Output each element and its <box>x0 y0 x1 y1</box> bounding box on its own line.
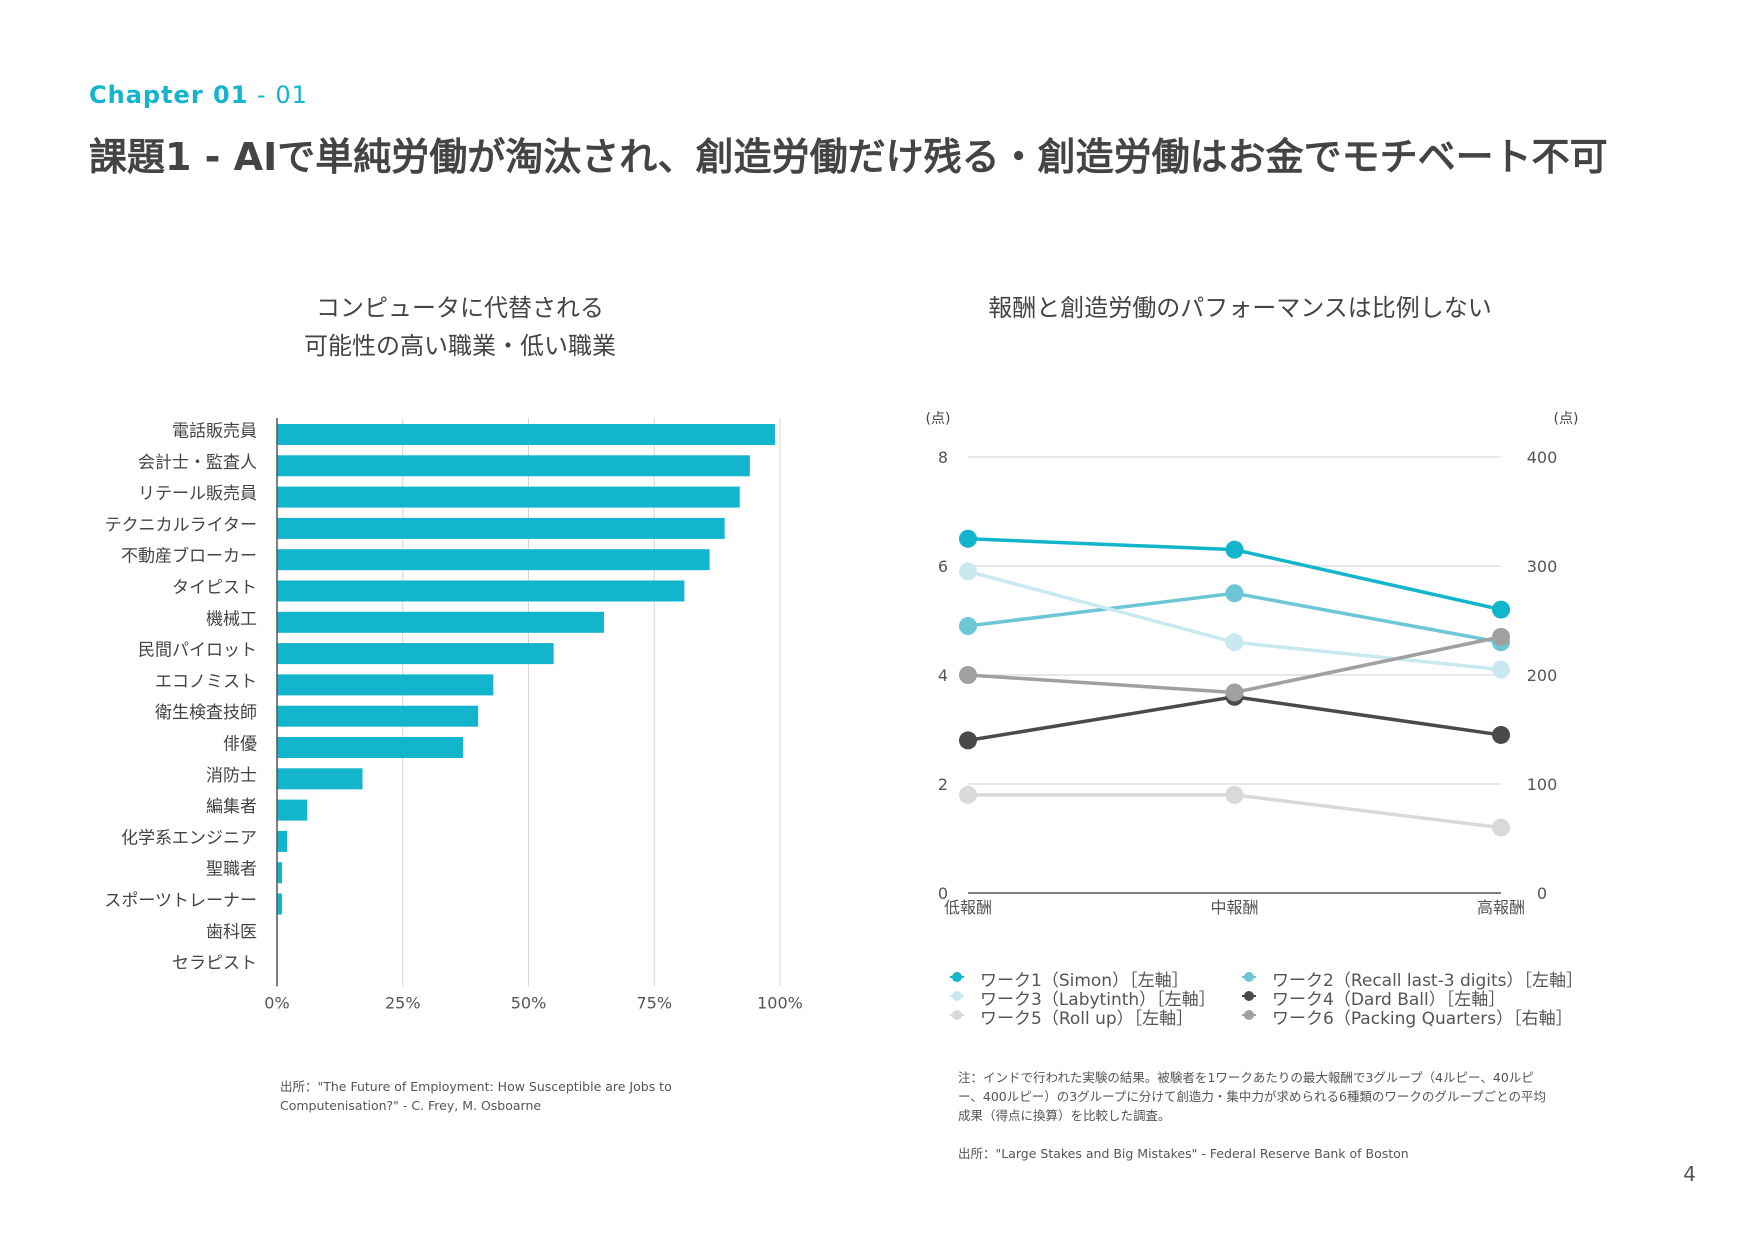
series-5-point <box>959 785 977 804</box>
bar-category-label: 会計士・監査人 <box>138 453 257 473</box>
line-left-tick-label: 4 <box>938 666 948 685</box>
line-right-tick-label: 300 <box>1527 557 1558 576</box>
line-right-tick-label: 100 <box>1527 775 1558 794</box>
line-left-axis-unit: (点) <box>926 411 951 427</box>
line-right-tick-label: 0 <box>1537 884 1547 903</box>
bar-category-label: セラピスト <box>172 954 257 974</box>
line-right-axis-unit: (点) <box>1554 411 1579 427</box>
bar <box>277 674 494 696</box>
bar <box>277 486 740 508</box>
legend-marker-icon <box>1242 1007 1256 1021</box>
line-x-tick-label: 低報酬 <box>944 898 992 917</box>
bar-x-tick-label: 25% <box>385 993 421 1012</box>
series-3-point <box>1225 633 1244 652</box>
bar <box>277 580 685 602</box>
bar-category-label: 歯科医 <box>206 922 257 942</box>
bar-category-label: エコノミスト <box>155 672 257 692</box>
line-chart-note: 注：インドで行われた実験の結果。被験者を1ワークあたりの最大報酬で3グループ（4… <box>958 1070 1547 1123</box>
bar-category-label: 民間パイロット <box>138 641 257 661</box>
series-6-point <box>1225 683 1244 702</box>
bar-chart-title-line2: 可能性の高い職業・低い職業 <box>304 332 616 360</box>
bar-chart-title: コンピュータに代替される 可能性の高い職業・低い職業 <box>240 289 680 365</box>
line-left-tick-label: 6 <box>938 557 948 576</box>
bar-category-label: 不動産ブローカー <box>121 546 257 567</box>
line-x-tick-label: 高報酬 <box>1477 898 1525 917</box>
bar <box>277 424 775 445</box>
bar <box>277 643 554 665</box>
bar-category-label: 編集者 <box>206 797 257 817</box>
series-1-point <box>959 529 977 548</box>
legend-marker-icon <box>950 1007 964 1021</box>
series-6-point <box>1492 627 1510 646</box>
legend-label: ワーク2（Recall last-3 digits）［左軸］ <box>1272 971 1584 991</box>
legend-label: ワーク6（Packing Quarters）［右軸］ <box>1272 1009 1573 1029</box>
series-3-point <box>1492 660 1510 679</box>
series-4-point <box>959 731 977 750</box>
series-1-point <box>1225 540 1244 559</box>
bar-category-label: 衛生検査技師 <box>155 703 257 723</box>
legend-marker-icon <box>1242 988 1256 1002</box>
bar-chart-title-line1: コンピュータに代替される <box>316 294 604 322</box>
bar <box>277 830 288 852</box>
series-5-point <box>1225 785 1244 804</box>
bar-category-label: タイピスト <box>172 578 257 598</box>
bar-category-label: テクニカルライター <box>105 515 257 535</box>
series-4-point <box>1492 725 1510 744</box>
bar-category-label: リテール販売員 <box>138 484 257 504</box>
line-chart-source: 出所："Large Stakes and Big Mistakes" - Fed… <box>958 1146 1409 1161</box>
bar <box>277 705 479 727</box>
bar-category-label: 化学系エンジニア <box>121 828 257 848</box>
chapter-label: Chapter 01 - 01 <box>89 81 308 109</box>
bar-x-tick-label: 75% <box>636 993 672 1012</box>
bar <box>277 893 283 915</box>
line-right-tick-label: 400 <box>1527 448 1558 467</box>
bar <box>277 455 750 477</box>
line-right-tick-label: 200 <box>1527 666 1558 685</box>
bar <box>277 611 604 633</box>
bar-x-tick-label: 50% <box>511 993 547 1012</box>
line-x-tick-label: 中報酬 <box>1210 898 1258 917</box>
bar-category-label: 電話販売員 <box>172 422 257 442</box>
section-number: - 01 <box>248 81 308 109</box>
legend-marker-icon <box>950 969 964 983</box>
line-left-tick-label: 0 <box>938 884 948 903</box>
legend-marker-icon <box>950 988 964 1002</box>
bar-x-tick-label: 0% <box>264 993 289 1012</box>
bar <box>277 768 363 790</box>
legend-label: ワーク3（Labytinth）［左軸］ <box>980 990 1216 1010</box>
chapter-number: Chapter 01 <box>89 81 249 109</box>
line-chart-title: 報酬と創造労働のパフォーマンスは比例しない <box>988 294 1492 322</box>
bar-category-label: 消防士 <box>206 766 257 786</box>
bar <box>277 799 308 821</box>
bar-category-label: 俳優 <box>223 735 257 755</box>
legend-marker-icon <box>1242 969 1256 983</box>
series-3-point <box>959 562 977 581</box>
series-2-point <box>1225 584 1244 603</box>
bar <box>277 517 725 539</box>
bar-category-label: スポーツトレーナー <box>104 891 257 911</box>
legend-label: ワーク4（Dard Ball）［左軸］ <box>1272 990 1506 1010</box>
bar <box>277 549 710 571</box>
line-left-tick-label: 2 <box>938 775 948 794</box>
line-left-tick-label: 8 <box>938 448 948 467</box>
bar <box>277 862 283 884</box>
page-title: 課題1 - AIで単純労働が淘汰され、創造労働だけ残る・創造労働はお金でモチベー… <box>89 135 1608 179</box>
page-number: 4 <box>1683 1162 1696 1186</box>
bar-category-label: 機械工 <box>206 609 257 629</box>
bar-x-tick-label: 100% <box>757 993 803 1012</box>
series-6-point <box>959 666 977 684</box>
legend-label: ワーク5（Roll up）［左軸］ <box>980 1009 1194 1029</box>
series-2-point <box>959 616 977 635</box>
legend-label: ワーク1（Simon）［左軸］ <box>980 971 1189 991</box>
bar-chart-source: 出所："The Future of Employment: How Suscep… <box>280 1079 672 1113</box>
bar-category-label: 聖職者 <box>206 860 257 880</box>
series-5-point <box>1492 818 1510 837</box>
bar <box>277 737 464 758</box>
series-1-point <box>1492 600 1510 619</box>
